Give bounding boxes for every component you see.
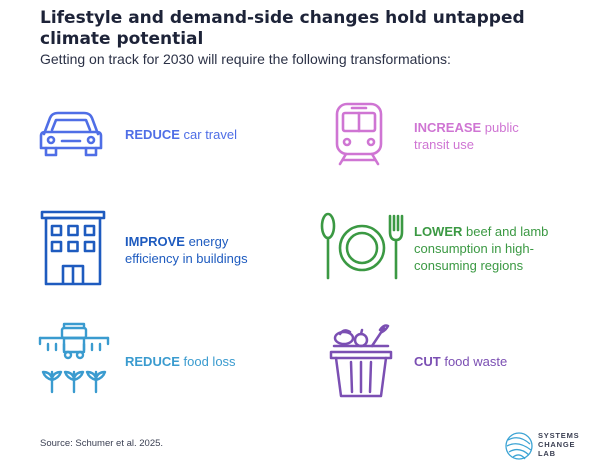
item-action: IMPROVE	[125, 234, 185, 249]
logo-line: CHANGE	[538, 440, 576, 449]
item-text: energy efficiency in buildings	[125, 234, 248, 266]
item-label: LOWER beef and lamb consumption in high-…	[414, 223, 564, 274]
plate-icon	[320, 212, 404, 280]
item-text: public transit use	[414, 120, 519, 152]
logo-line: LAB	[538, 449, 556, 458]
food-basket-icon	[329, 324, 393, 398]
page-title: Lifestyle and demand-side changes hold u…	[40, 8, 525, 49]
item-action: INCREASE	[414, 120, 482, 135]
item-action: CUT	[414, 354, 441, 369]
item-text: car travel	[179, 127, 237, 142]
item-label: REDUCE car travel	[125, 126, 295, 143]
item-action: REDUCE	[125, 354, 180, 369]
car-icon	[39, 111, 103, 157]
item-action: LOWER	[414, 224, 463, 239]
tractor-crops-icon	[38, 322, 110, 394]
item-label: IMPROVE energy efficiency in buildings	[125, 233, 285, 267]
item-label: CUT food waste	[414, 353, 564, 370]
item-label: REDUCE food loss	[125, 353, 285, 370]
systems-change-lab-logo: SYSTEMS CHANGE LAB	[504, 429, 590, 463]
page-subtitle: Getting on track for 2030 will require t…	[40, 51, 451, 67]
logo-text: SYSTEMS CHANGE LAB	[538, 431, 579, 458]
item-text: food waste	[440, 354, 508, 369]
logo-swirl-icon	[505, 432, 533, 460]
logo-line: SYSTEMS	[538, 431, 580, 440]
train-icon	[335, 102, 383, 166]
building-icon	[40, 210, 106, 286]
item-label: INCREASE public transit use	[414, 119, 534, 153]
item-text: food loss	[179, 354, 236, 369]
source-note: Source: Schumer et al. 2025.	[40, 438, 164, 449]
item-text: beef and lamb consumption in high-consum…	[414, 224, 549, 273]
item-action: REDUCE	[125, 127, 180, 142]
